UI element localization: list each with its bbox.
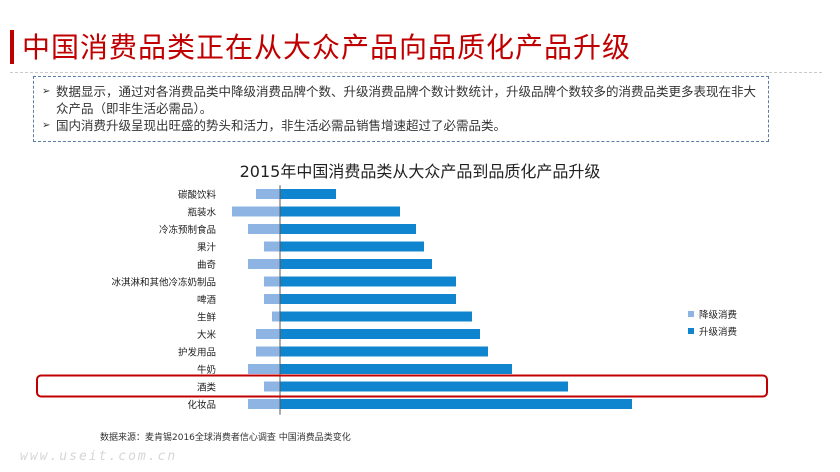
- bar-downgrade: [264, 241, 280, 252]
- bar-downgrade: [256, 329, 280, 339]
- highlight-box: [36, 374, 768, 398]
- data-source: 数据来源：麦肯锡2016全球消费者信心调查 中国消费品类变化: [100, 433, 351, 443]
- summary-bullet: ➢ 数据显示，通过对各消费品类中降级消费品牌个数、升级消费品牌个数计数统计，升级…: [42, 83, 758, 117]
- bullet-arrow-icon: ➢: [42, 86, 51, 97]
- category-label: 牛奶: [197, 364, 216, 376]
- bullet-arrow-icon: ➢: [42, 120, 51, 131]
- bar-downgrade: [256, 189, 280, 199]
- bar-upgrade: [280, 224, 416, 234]
- bar-downgrade: [256, 346, 280, 357]
- bar-upgrade: [280, 206, 400, 217]
- bar-upgrade: [280, 276, 456, 287]
- legend-swatch: [688, 328, 694, 334]
- bar-upgrade: [280, 381, 568, 392]
- category-label: 大米: [197, 329, 217, 341]
- bar-upgrade: [280, 311, 472, 322]
- bar-upgrade: [280, 241, 424, 252]
- category-label: 生鲜: [197, 312, 217, 324]
- legend-swatch: [688, 311, 694, 317]
- category-label: 酒类: [197, 382, 217, 394]
- bar-upgrade: [280, 364, 512, 374]
- bar-upgrade: [280, 259, 432, 269]
- bar-downgrade: [272, 311, 280, 322]
- bar-downgrade: [248, 364, 280, 374]
- title-accent-bar: [10, 30, 14, 64]
- category-label: 瓶装水: [187, 207, 216, 219]
- bar-downgrade: [232, 206, 280, 217]
- category-label: 啤酒: [197, 294, 217, 306]
- category-label: 化妆品: [187, 399, 216, 411]
- category-label: 冰淇淋和其他冷冻奶制品: [111, 277, 216, 289]
- legend-label: 升级消费: [699, 326, 737, 338]
- watermark: www.useit.com.cn: [20, 449, 178, 464]
- category-label: 果汁: [197, 242, 217, 254]
- bar-downgrade: [264, 381, 280, 392]
- bar-upgrade: [280, 399, 632, 409]
- summary-bullet: ➢ 国内消费升级呈现出旺盛的势头和活力，非生活必需品销售增速超过了必需品类。: [42, 117, 758, 134]
- category-label: 护发用品: [178, 347, 216, 359]
- bar-downgrade: [264, 294, 280, 304]
- chart-title: 2015年中国消费品类从大众产品到品质化产品升级: [239, 162, 601, 181]
- bar-upgrade: [280, 294, 456, 304]
- bar-upgrade: [280, 189, 336, 199]
- bar-downgrade: [248, 224, 280, 234]
- summary-text: 数据显示，通过对各消费品类中降级消费品牌个数、升级消费品牌个数计数统计，升级品牌…: [56, 84, 757, 116]
- category-label: 曲奇: [197, 259, 217, 271]
- page-title: 中国消费品类正在从大众产品向品质化产品升级: [22, 31, 632, 64]
- bar-downgrade: [248, 399, 280, 409]
- legend-label: 降级消费: [699, 309, 737, 321]
- summary-text: 国内消费升级呈现出旺盛的势头和活力，非生活必需品销售增速超过了必需品类。: [56, 118, 507, 133]
- category-label: 碳酸饮料: [178, 189, 217, 201]
- bar-downgrade: [248, 259, 280, 269]
- category-label: 冷冻预制食品: [159, 224, 216, 236]
- bar-upgrade: [280, 346, 488, 357]
- bar-downgrade: [264, 276, 280, 287]
- summary-box: ➢ 数据显示，通过对各消费品类中降级消费品牌个数、升级消费品牌个数计数统计，升级…: [33, 76, 769, 142]
- bar-upgrade: [280, 329, 480, 339]
- title-divider: [10, 72, 822, 73]
